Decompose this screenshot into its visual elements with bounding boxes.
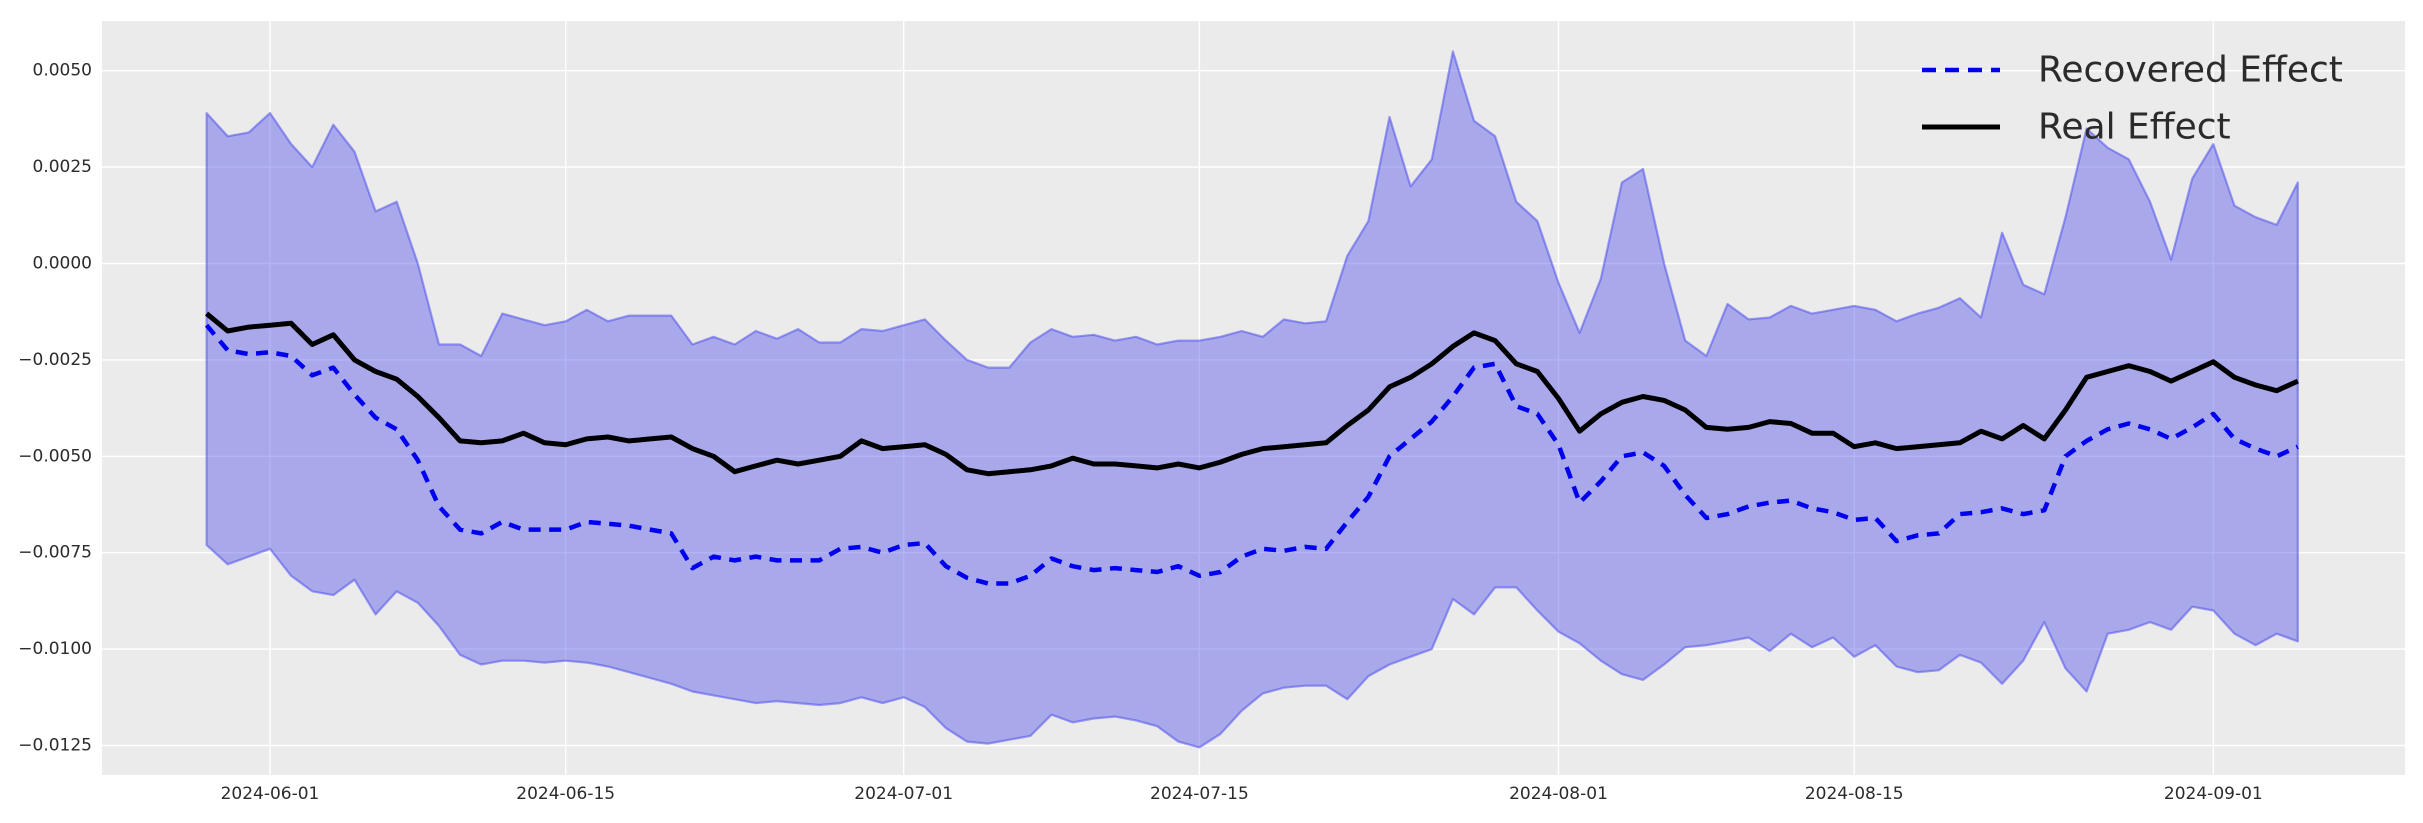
x-axis-tick-labels: 2024-06-01 2024-06-15 2024-07-01 2024-07-15… [221,784,2263,804]
recovered-effect-line [204,323,2299,586]
confidence-band [205,50,2299,749]
y-tick-label: 0.0025 [33,157,92,177]
x-tick-label: 2024-06-15 [516,784,615,804]
grid-horizontal-lines [102,69,2405,747]
x-tick-label: 2024-07-01 [854,784,953,804]
x-tick-label: 2024-06-01 [221,784,320,804]
x-tick-label: 2024-08-15 [1805,784,1904,804]
y-axis-tick-labels: 0.0050 0.0025 0.0000 −0.0025 −0.0050 −0.0075 −… [18,61,92,756]
y-tick-label: −0.0075 [18,543,92,563]
y-tick-label: −0.0025 [18,350,92,370]
y-tick-label: −0.0100 [18,639,92,659]
real-effect-line [205,311,2299,477]
legend-label-recovered: Recovered Effect [2038,50,2343,91]
legend-label-real: Real Effect [2038,107,2231,148]
y-tick-label: −0.0125 [18,736,92,756]
y-tick-label: 0.0050 [33,61,92,81]
x-tick-label: 2024-07-15 [1150,784,1249,804]
x-tick-label: 2024-09-01 [2164,784,2263,804]
y-tick-label: 0.0000 [33,254,92,274]
x-tick-label: 2024-08-01 [1509,784,1608,804]
y-tick-label: −0.0050 [18,446,92,466]
legend: Recovered Effect Real Effect [1922,50,2343,148]
